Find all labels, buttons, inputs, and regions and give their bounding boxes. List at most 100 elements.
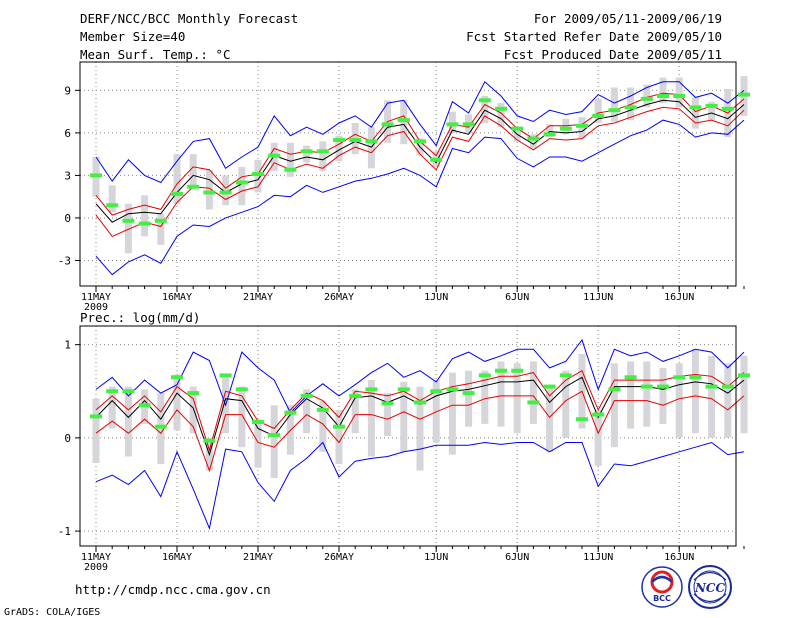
observed-marker — [592, 113, 605, 118]
spread-bar — [691, 97, 699, 129]
precipitation-title: Prec.: log(mm/d) — [80, 310, 200, 325]
observed-marker — [527, 400, 540, 405]
observed-marker — [106, 203, 119, 208]
observed-marker — [90, 173, 102, 178]
observed-marker — [738, 92, 750, 97]
spread-bar — [610, 363, 618, 448]
spread-bar — [691, 349, 699, 434]
spread-bar — [384, 393, 392, 436]
temperature-panel: 9 6 3 0 -3 11MAY 16MAY 21MAY 26MAY 1JUN 6JUN 11JUN 1… — [58, 61, 750, 313]
x-tick-label: 11MAY — [81, 292, 111, 303]
spread-bar — [465, 370, 473, 427]
y-tick-label: -1 — [58, 525, 71, 538]
website-url[interactable]: http://cmdp.ncc.cma.gov.cn — [75, 582, 271, 597]
spread-bar — [627, 361, 635, 429]
observed-marker — [559, 373, 572, 378]
observed-marker — [235, 387, 248, 392]
observed-marker — [187, 184, 200, 189]
spread-bar — [416, 386, 424, 471]
observed-marker — [187, 391, 200, 396]
observed-marker — [122, 218, 135, 223]
observed-marker — [381, 401, 394, 406]
spread-bar — [141, 195, 149, 237]
observed-marker — [657, 94, 669, 99]
spread-bar — [254, 419, 262, 468]
observed-marker — [640, 96, 653, 101]
spread-bar — [675, 77, 683, 108]
spread-bar — [481, 370, 489, 424]
observed-marker — [446, 387, 459, 392]
observed-marker — [300, 393, 313, 398]
x-tick-label: 1JUN — [424, 552, 448, 563]
spread-bar — [303, 389, 311, 434]
spread-bar — [335, 409, 343, 464]
observed-marker — [397, 387, 410, 392]
observed-marker — [721, 384, 734, 389]
spread-bar — [610, 87, 618, 122]
observed-marker — [495, 106, 507, 111]
bcc-logo-text: BCC — [653, 594, 671, 603]
series-line-lower — [95, 390, 745, 473]
spread-bar — [238, 166, 246, 206]
x-tick-label: 16JUN — [664, 552, 694, 563]
observed-marker — [446, 122, 459, 127]
y-tick-label: 1 — [64, 339, 71, 352]
observed-marker — [511, 368, 524, 373]
spread-bar — [173, 374, 181, 431]
y-tick-label: 3 — [64, 169, 71, 182]
observed-marker — [608, 387, 621, 392]
bcc-logo: BCC — [641, 566, 683, 608]
spread-bar — [448, 111, 456, 133]
forecast-produced-date: Fcst Produced Date 2009/05/11 — [503, 47, 722, 62]
observed-marker — [333, 137, 345, 142]
observed-marker — [365, 387, 378, 392]
forecast-period: For 2009/05/11-2009/06/19 — [533, 11, 722, 26]
observed-marker — [349, 137, 362, 142]
observed-marker — [268, 153, 281, 158]
grads-credit: GrADS: COLA/IGES — [4, 607, 100, 618]
spread-bar — [448, 372, 456, 455]
spread-bar — [108, 386, 116, 429]
observed-marker — [657, 384, 669, 389]
spread-bar — [724, 363, 732, 438]
spread-bar — [319, 400, 327, 452]
y-tick-label: 6 — [64, 127, 71, 140]
observed-marker — [705, 384, 718, 389]
y-tick-label: 0 — [64, 432, 71, 445]
observed-marker — [576, 417, 588, 422]
spread-bar — [659, 77, 667, 104]
series-line-min — [95, 441, 745, 531]
spread-bar — [286, 142, 294, 177]
observed-marker — [608, 108, 621, 113]
spread-bar — [222, 175, 230, 206]
observed-marker — [154, 424, 167, 429]
spread-bar — [238, 386, 246, 448]
observed-marker — [252, 172, 264, 176]
observed-marker — [543, 384, 556, 389]
observed-marker — [397, 118, 410, 123]
ncc-logo-text: NCC — [694, 581, 726, 595]
spread-bar — [351, 389, 359, 434]
x-tick-label: 16JUN — [664, 292, 694, 303]
observed-marker — [543, 132, 556, 137]
observed-marker — [219, 190, 232, 195]
observed-marker — [430, 389, 443, 394]
observed-marker — [462, 122, 475, 127]
spread-bar — [594, 409, 602, 466]
observed-marker — [349, 393, 362, 398]
spread-bar — [400, 100, 408, 145]
spread-bar — [675, 363, 683, 438]
observed-marker — [235, 180, 248, 185]
x-tick-label: 1JUN — [424, 292, 448, 303]
observed-marker — [527, 136, 540, 141]
spread-bar — [303, 145, 311, 163]
x-tick-label: 6JUN — [505, 292, 529, 303]
observed-marker — [478, 98, 491, 103]
observed-marker — [689, 375, 702, 380]
spread-bar — [124, 386, 132, 457]
x-tick-label: 11MAY — [81, 552, 111, 563]
x-tick-label: 11JUN — [583, 292, 613, 303]
observed-marker — [673, 94, 686, 99]
plot-frame — [79, 325, 737, 547]
spread-bar — [513, 363, 521, 434]
